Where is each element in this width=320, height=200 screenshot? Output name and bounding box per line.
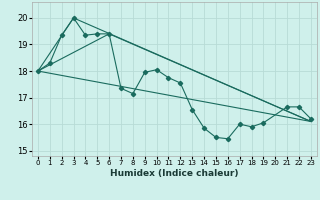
X-axis label: Humidex (Indice chaleur): Humidex (Indice chaleur) bbox=[110, 169, 239, 178]
